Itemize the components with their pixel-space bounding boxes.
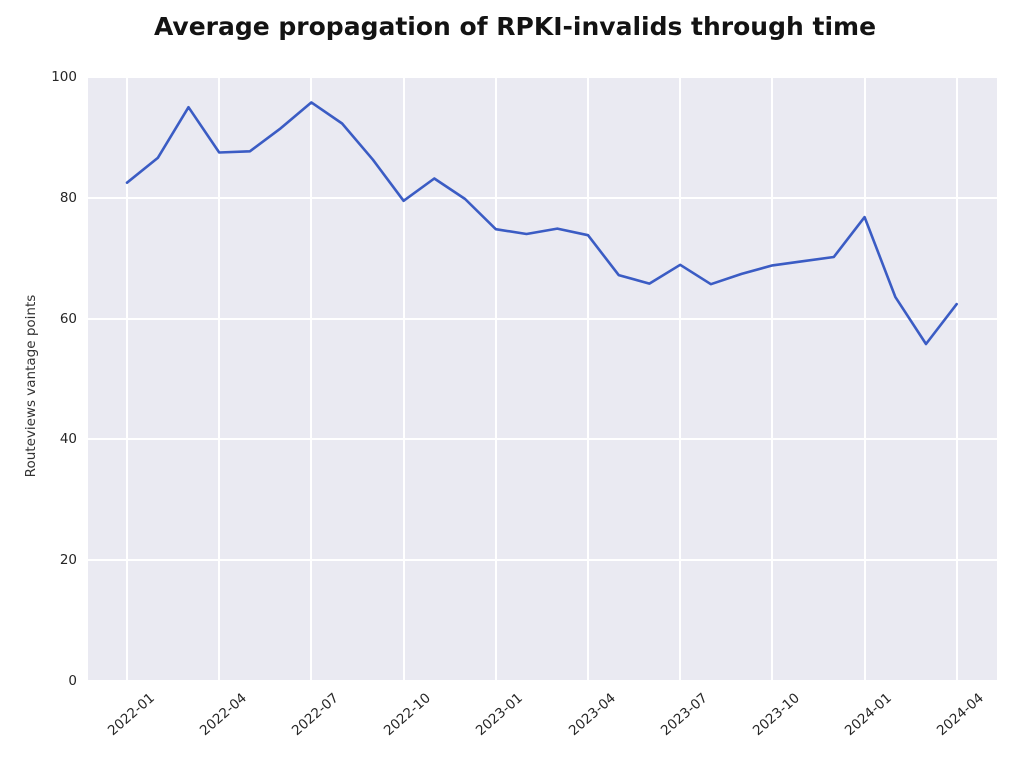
y-tick-label-80: 80: [59, 189, 77, 206]
v-gridline-2024-04: [955, 77, 958, 681]
h-gridline-80: [88, 196, 997, 199]
x-tick-label-2022-10: 2022-10: [381, 690, 435, 740]
v-gridline-2024-01: [863, 77, 866, 681]
x-tick-label-2022-04: 2022-04: [196, 690, 250, 740]
v-gridline-2022-01: [126, 77, 129, 681]
v-gridline-2022-10: [402, 77, 405, 681]
v-gridline-2023-07: [679, 77, 682, 681]
chart-title: Average propagation of RPKI-invalids thr…: [153, 12, 877, 41]
y-tick-label-20: 20: [59, 552, 77, 569]
x-tick-label-2022-01: 2022-01: [104, 690, 158, 740]
h-gridline-100: [88, 76, 997, 78]
data-line: [125, 101, 959, 346]
h-gridline-0: [88, 680, 997, 682]
y-tick-label-60: 60: [59, 310, 77, 327]
h-gridline-60: [88, 317, 997, 320]
v-gridline-2023-01: [494, 77, 497, 681]
x-tick-label-2023-10: 2023-10: [749, 690, 803, 740]
x-tick-label-2022-07: 2022-07: [288, 690, 342, 740]
y-tick-label-40: 40: [59, 431, 77, 448]
x-tick-label-2023-07: 2023-07: [657, 690, 711, 740]
plot-area: [88, 76, 997, 682]
x-tick-label-2023-01: 2023-01: [473, 690, 527, 740]
v-gridline-2023-04: [586, 77, 589, 681]
y-axis-label: Routeviews vantage points: [23, 294, 39, 478]
v-gridline-2022-04: [218, 77, 221, 681]
x-tick-label-2023-04: 2023-04: [565, 690, 619, 740]
h-gridline-40: [88, 438, 997, 441]
x-tick-label-2024-04: 2024-04: [934, 690, 988, 740]
line-series-svg: [125, 101, 959, 346]
y-tick-label-100: 100: [51, 69, 77, 85]
y-tick-label-0: 0: [68, 673, 77, 689]
v-gridline-2023-10: [771, 77, 774, 681]
h-gridline-20: [88, 559, 997, 562]
v-gridline-2022-07: [310, 77, 313, 681]
x-tick-label-2024-01: 2024-01: [841, 690, 896, 740]
